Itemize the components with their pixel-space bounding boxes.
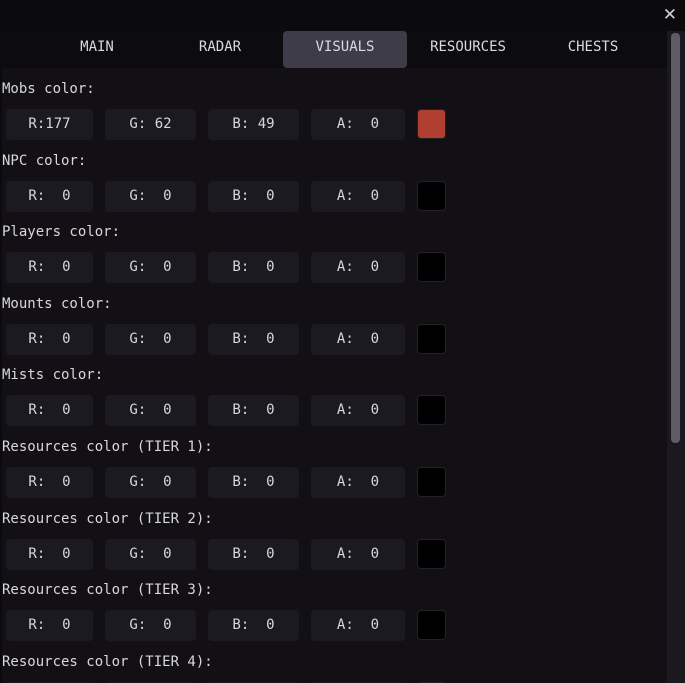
alpha-input[interactable]: A: 0	[311, 252, 405, 284]
green-input[interactable]: G: 0	[105, 323, 196, 355]
blue-input[interactable]: B: 0	[208, 323, 299, 355]
alpha-input[interactable]: A: 0	[311, 538, 405, 570]
alpha-input[interactable]: A: 0	[311, 466, 405, 498]
tab-bar: MAIN RADAR VISUALS RESOURCES CHESTS	[2, 31, 667, 68]
blue-input[interactable]: B: 0	[208, 610, 299, 642]
color-label: Resources color (TIER 3):	[2, 582, 213, 599]
blue-input[interactable]: B: 0	[208, 538, 299, 570]
green-input[interactable]: G: 62	[105, 109, 196, 140]
scrollbar[interactable]	[667, 31, 685, 683]
tab-radar[interactable]: RADAR	[198, 39, 242, 55]
color-label: Mists color:	[2, 367, 104, 384]
green-input[interactable]: G: 0	[105, 610, 196, 642]
color-swatch[interactable]	[417, 109, 446, 139]
blue-input[interactable]: B: 0	[208, 681, 299, 683]
green-input[interactable]: G: 0	[105, 681, 196, 683]
red-input[interactable]: R: 0	[6, 395, 93, 427]
tab-chests[interactable]: CHESTS	[567, 39, 619, 55]
color-label: Resources color (TIER 4):	[2, 653, 213, 670]
blue-input[interactable]: B: 0	[208, 466, 299, 498]
green-input[interactable]: G: 0	[105, 395, 196, 427]
blue-input[interactable]: B: 49	[208, 109, 299, 140]
red-input[interactable]: R: 0	[6, 252, 93, 284]
color-swatch[interactable]	[417, 252, 446, 283]
blue-input[interactable]: B: 0	[208, 252, 299, 284]
green-input[interactable]: G: 0	[105, 538, 196, 570]
red-input[interactable]: R:177	[6, 109, 93, 140]
alpha-input[interactable]: A: 0	[311, 395, 405, 427]
color-label: Players color:	[2, 224, 121, 241]
green-input[interactable]: G: 0	[105, 180, 196, 212]
alpha-input[interactable]: A: 0	[311, 681, 405, 683]
color-label: Mounts color:	[2, 295, 112, 312]
red-input[interactable]: R: 0	[6, 323, 93, 355]
green-input[interactable]: G: 0	[105, 466, 196, 498]
color-label: NPC color:	[2, 152, 87, 169]
blue-input[interactable]: B: 0	[208, 395, 299, 427]
alpha-input[interactable]: A: 0	[311, 610, 405, 642]
tab-visuals[interactable]: VISUALS	[283, 31, 407, 68]
close-icon[interactable]: ✕	[662, 5, 677, 25]
color-swatch[interactable]	[417, 395, 446, 426]
color-swatch[interactable]	[417, 610, 446, 641]
tab-main[interactable]: MAIN	[80, 39, 114, 55]
alpha-input[interactable]: A: 0	[311, 109, 405, 140]
alpha-input[interactable]: A: 0	[311, 323, 405, 355]
tab-resources[interactable]: RESOURCES	[430, 39, 506, 55]
red-input[interactable]: R: 0	[6, 180, 93, 212]
color-swatch[interactable]	[417, 323, 446, 354]
red-input[interactable]: R: 0	[6, 681, 93, 683]
red-input[interactable]: R: 0	[6, 610, 93, 642]
color-label: Resources color (TIER 2):	[2, 510, 213, 527]
color-swatch[interactable]	[417, 466, 446, 497]
blue-input[interactable]: B: 0	[208, 180, 299, 212]
color-swatch[interactable]	[417, 180, 446, 211]
scrollbar-thumb[interactable]	[671, 33, 680, 443]
settings-panel: MAIN RADAR VISUALS RESOURCES CHESTS Mobs…	[2, 31, 667, 683]
green-input[interactable]: G: 0	[105, 252, 196, 284]
color-label: Resources color (TIER 1):	[2, 438, 213, 455]
red-input[interactable]: R: 0	[6, 466, 93, 498]
color-swatch[interactable]	[417, 538, 446, 569]
alpha-input[interactable]: A: 0	[311, 180, 405, 212]
red-input[interactable]: R: 0	[6, 538, 93, 570]
color-label: Mobs color:	[2, 81, 95, 97]
